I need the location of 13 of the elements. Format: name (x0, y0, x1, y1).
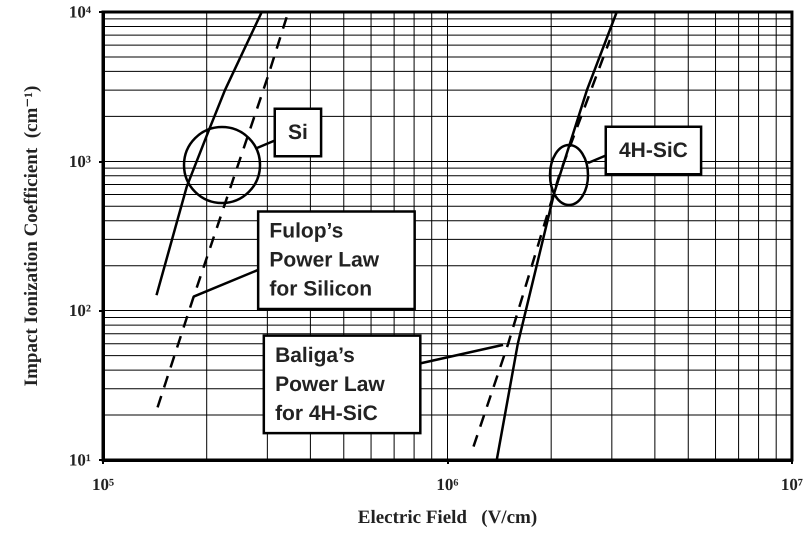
x-tick-label: 10⁶ (436, 475, 459, 494)
annotation: Fulop’s Power Law for Silicon (269, 220, 385, 301)
y-tick-label: 10³ (68, 152, 91, 171)
y-axis-title: Impact Ionization Coefficient (cm⁻¹) (21, 86, 42, 386)
y-tick-label: 10¹ (68, 450, 91, 470)
annotation: Baliga’s Power Law for 4H-SiC (275, 344, 391, 425)
y-tick-label: 10² (68, 301, 91, 320)
y-tick-label: 10⁴ (68, 2, 91, 22)
annotation: 4H-SiC (619, 139, 688, 162)
x-tick-label: 10⁵ (92, 475, 114, 494)
x-tick-label: 10⁷ (780, 475, 804, 494)
annotation: Si (288, 121, 308, 144)
x-axis-title: Electric Field (V/cm) (358, 507, 538, 528)
